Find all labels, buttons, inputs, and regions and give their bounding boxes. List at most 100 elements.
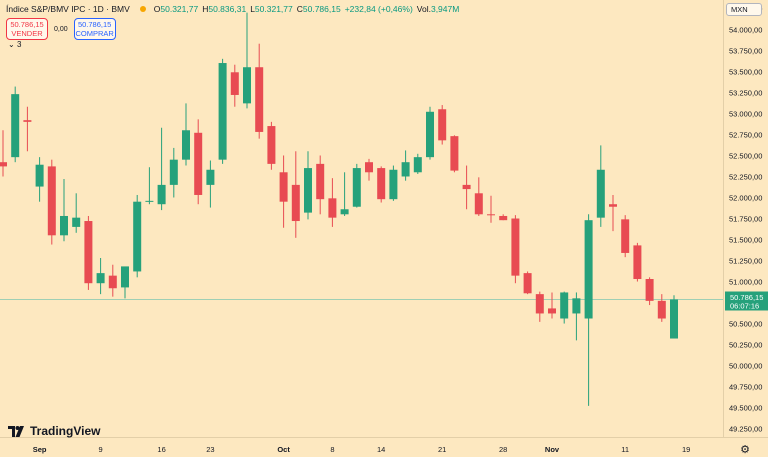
time-tick-label: 19 (682, 445, 690, 454)
symbol-title[interactable]: Índice S&P/BMV IPC · 1D · BMV (6, 4, 130, 14)
candle-body (377, 168, 386, 200)
candle-body (304, 168, 312, 213)
price-tick-label: 53.500,00 (729, 67, 762, 76)
candle-body (523, 273, 532, 294)
candle-body (426, 111, 434, 158)
candle-body (462, 184, 471, 190)
time-tick-label: 14 (377, 445, 385, 454)
tradingview-logo-icon (8, 425, 24, 437)
candle-body (365, 162, 373, 173)
time-tick-label: 11 (621, 445, 629, 454)
time-tick-label: Nov (545, 445, 560, 454)
price-tick-label: 53.750,00 (729, 46, 762, 55)
market-status-icon[interactable] (139, 6, 146, 12)
buy-price: 50.786,15 (77, 20, 112, 29)
time-tick-label: 16 (157, 445, 165, 454)
candle-body (84, 221, 93, 284)
bar-countdown: 06:07:16 (730, 302, 759, 311)
candle-body (438, 109, 447, 141)
candles-group (0, 12, 678, 406)
time-tick-label: Sep (33, 445, 47, 454)
candle-body (548, 308, 556, 314)
price-tick-label: 52.750,00 (729, 130, 762, 139)
candle-body (182, 130, 190, 160)
buy-label: COMPRAR (75, 29, 114, 38)
time-tick-label: 28 (499, 445, 507, 454)
low-value: 50.321,77 (254, 4, 293, 14)
candle-body (145, 200, 154, 202)
candle-body (255, 67, 264, 132)
candle-body (633, 245, 642, 280)
candle-body (230, 72, 239, 95)
indicators-toggle[interactable]: ⌄ 3 (8, 40, 21, 49)
candle-body (96, 273, 105, 284)
close-label: C (296, 4, 303, 14)
volume-value: 3,947M (430, 4, 460, 14)
volume-label: Vol. (416, 4, 431, 14)
price-tick-label: 50.500,00 (729, 320, 762, 329)
candle-body (621, 219, 630, 253)
price-tick-label: 52.000,00 (729, 193, 762, 202)
high-value: 50.836,31 (208, 4, 247, 14)
tradingview-logo-text: TradingView (30, 424, 101, 438)
candle-body (560, 292, 569, 319)
last-price-tag (725, 291, 768, 311)
candle-body (401, 162, 410, 177)
candle-body (328, 198, 337, 218)
candle-body (218, 63, 227, 160)
candle-body (169, 159, 178, 185)
last-price-value: 50.786,15 (730, 293, 763, 302)
close-value: 50.786,15 (302, 4, 341, 14)
price-tick-label: 49.250,00 (729, 425, 762, 434)
open-label: O (153, 4, 161, 14)
candle-body (35, 164, 44, 187)
currency-selector[interactable]: MXN (726, 3, 762, 16)
candle-body (60, 215, 68, 236)
candle-body (450, 136, 459, 171)
candle-body (609, 204, 617, 207)
candle-body (194, 132, 203, 195)
candle-body (108, 275, 117, 289)
candle-body (413, 157, 422, 173)
price-tick-label: 54.000,00 (729, 25, 762, 34)
price-tick-label: 51.500,00 (729, 236, 762, 245)
candle-body (206, 169, 215, 185)
candle-body (121, 266, 129, 288)
candle-body (596, 169, 605, 218)
price-axis[interactable]: 49.250,00 49.500,00 49.750,00 50.000,00 50.2… (729, 4, 762, 433)
candle-body (670, 299, 678, 339)
sell-label: VENDER (11, 29, 43, 38)
spread-value: 0,00 (54, 25, 68, 33)
change-value: +232,84 (+0,46%) (344, 4, 413, 14)
price-tick-label: 53.000,00 (729, 109, 762, 118)
candle-body (243, 67, 251, 104)
tradingview-logo[interactable]: TradingView (8, 424, 100, 438)
symbol-header[interactable]: Índice S&P/BMV IPC · 1D · BMV O 50.321,77… (6, 4, 459, 14)
candle-body (267, 126, 276, 164)
price-tick-label: 49.750,00 (729, 383, 762, 392)
candle-body (645, 279, 654, 301)
sell-button[interactable]: 50.786,15 VENDER (6, 18, 48, 40)
time-axis[interactable]: Sep 9 16 23 Oct 8 14 21 28 Nov 11 19 (33, 445, 691, 454)
time-tick-label: 9 (99, 445, 103, 454)
price-tick-label: 51.750,00 (729, 215, 762, 224)
candle-body (657, 300, 666, 319)
candle-body (279, 172, 288, 202)
candle-body (23, 120, 32, 122)
candle-body (511, 218, 520, 276)
time-tick-label: Oct (277, 445, 290, 454)
low-label: L (250, 4, 255, 14)
candle-body (0, 162, 7, 167)
candle-body (352, 168, 361, 207)
candle-body (72, 217, 81, 227)
price-tick-label: 50.000,00 (729, 362, 762, 371)
candle-body (157, 184, 166, 205)
candle-body (474, 193, 483, 215)
buy-button[interactable]: 50.786,15 COMPRAR (73, 18, 116, 40)
candle-body (291, 184, 300, 222)
high-label: H (202, 4, 209, 14)
gear-icon[interactable]: ⚙ (740, 444, 750, 456)
price-tick-label: 51.000,00 (729, 278, 762, 287)
